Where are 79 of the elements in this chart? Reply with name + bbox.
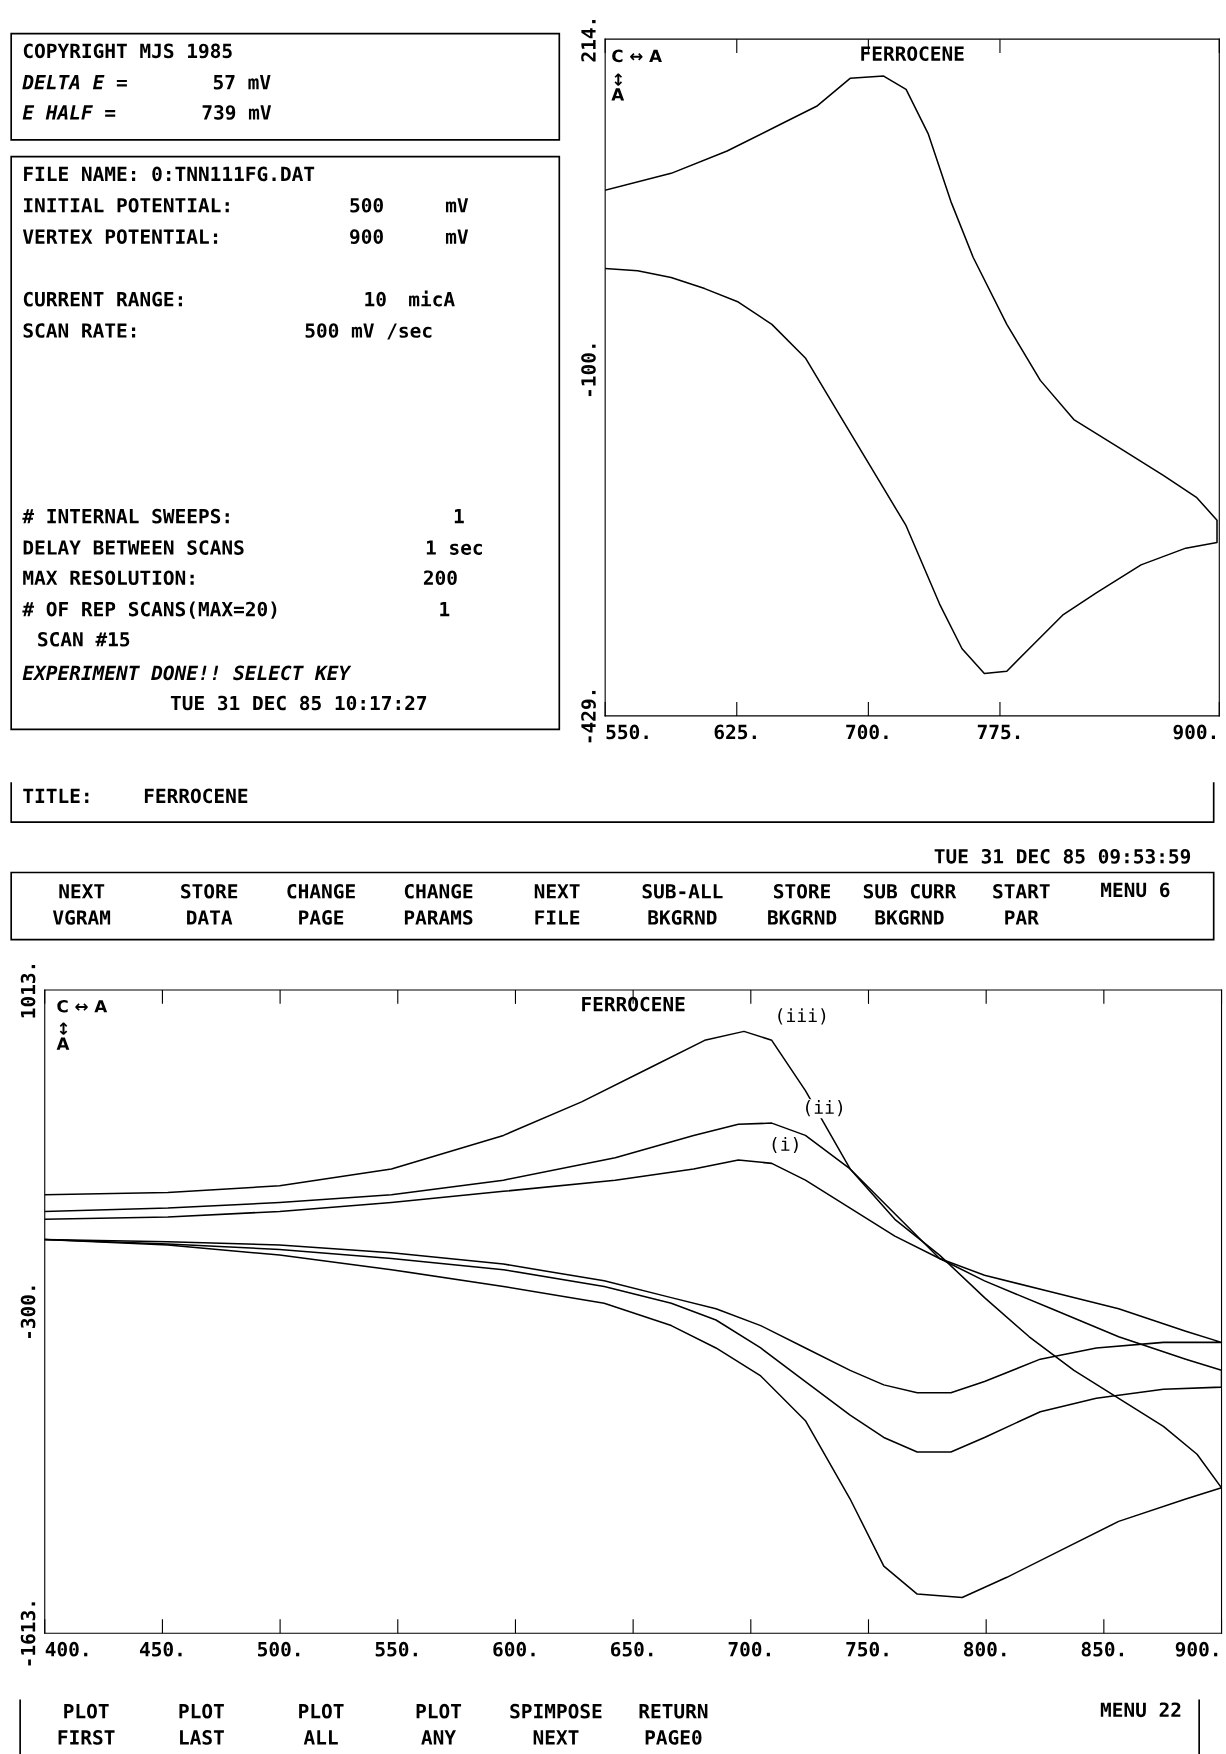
- x-tick-label: 850.: [1081, 1641, 1123, 1657]
- x-tick-label: 600.: [493, 1641, 535, 1657]
- text: EXPERIMENT DONE!! SELECT KEY: [22, 665, 352, 681]
- x-tick-label: 800.: [963, 1641, 1006, 1657]
- text: FILE NAME: 0:TNN111FG.DAT: [24, 166, 315, 182]
- annotation: C ↔ A: [57, 999, 108, 1013]
- y-tick-label: -100.: [581, 344, 596, 397]
- x-tick-label: 625.: [714, 724, 756, 740]
- text: SUB CURR BKGRND: [863, 883, 957, 925]
- x-tick-label: 700.: [846, 724, 888, 740]
- y-tick-label: -429.: [581, 690, 596, 743]
- y-tick-label: 214.: [581, 20, 596, 62]
- text: 739 mV: [202, 105, 272, 120]
- series-label: (iii): [778, 1008, 826, 1025]
- y-tick-label: 1013.: [20, 964, 36, 1018]
- text: NEXT VGRAM: [52, 884, 111, 925]
- x-tick-label: 900.: [1173, 724, 1216, 740]
- text: SUB-ALL BKGRND: [642, 883, 723, 925]
- text: SCAN RATE:: [23, 323, 136, 338]
- y-tick-label: -300.: [20, 1286, 36, 1338]
- x-tick-label: 550.: [375, 1641, 417, 1657]
- series-label: (i): [772, 1136, 798, 1154]
- text: 1: [440, 601, 450, 617]
- text: DELAY BETWEEN SCANS: [23, 540, 244, 555]
- y-tick-label: -1613.: [20, 1602, 36, 1666]
- text: NEXT FILE: [534, 884, 580, 925]
- text: SCAN #15: [38, 631, 130, 647]
- series-label: (ii): [806, 1100, 843, 1117]
- annotation: ↕ A: [611, 73, 625, 101]
- chart-title: FERROCENE: [861, 46, 964, 61]
- text: PLOT ALL: [299, 1703, 344, 1745]
- text: # INTERNAL SWEEPS:: [22, 508, 229, 524]
- text: MAX RESOLUTION:: [23, 570, 194, 586]
- text: 500: [350, 197, 383, 213]
- text: TUE 31 DEC 85 10:17:27: [170, 695, 427, 711]
- text: 900: [350, 229, 383, 244]
- text: 1: [454, 509, 464, 524]
- x-tick-label: 750.: [846, 1641, 888, 1657]
- annotation: ↕ A: [56, 1022, 70, 1050]
- x-tick-label: 550.: [606, 724, 648, 740]
- text: 200: [423, 570, 457, 586]
- text: CURRENT RANGE:: [23, 291, 182, 307]
- text: 1 sec: [426, 540, 482, 555]
- x-tick-label: 400.: [45, 1641, 88, 1657]
- text: # OF REP SCANS(MAX=20): [22, 601, 277, 619]
- text: SPIMPOSE NEXT: [510, 1703, 602, 1745]
- text: COPYRIGHT MJS 1985: [23, 43, 232, 59]
- annotation: C ↔ A: [612, 49, 662, 63]
- x-tick-label: 450.: [139, 1641, 182, 1657]
- text: MENU 6: [1101, 882, 1170, 898]
- text: CHANGE PAGE: [287, 883, 355, 925]
- x-tick-label: 500.: [258, 1641, 300, 1657]
- text: MENU 22: [1100, 1702, 1181, 1718]
- text: RETURN PAGE0: [639, 1704, 708, 1745]
- text: STORE DATA: [181, 883, 238, 925]
- text: FERROCENE: [144, 788, 248, 804]
- text: STORE BKGRND: [768, 883, 837, 925]
- text: 57 mV: [213, 75, 271, 90]
- x-tick-label: 700.: [728, 1641, 770, 1657]
- text: TUE 31 DEC 85 09:53:59: [934, 848, 1191, 864]
- text: mV: [445, 229, 469, 244]
- text: PLOT LAST: [179, 1703, 224, 1745]
- text: E HALF =: [22, 105, 116, 120]
- text: START PAR: [993, 883, 1050, 925]
- text: mV: [445, 198, 469, 213]
- x-tick-label: 900.: [1175, 1641, 1218, 1657]
- text: TITLE:: [23, 788, 89, 803]
- text: DELTA E =: [22, 75, 127, 90]
- text: 10: [365, 291, 386, 307]
- text: micA: [409, 290, 455, 307]
- x-tick-label: 775.: [977, 724, 1020, 740]
- text: INITIAL POTENTIAL:: [24, 197, 229, 213]
- chart-title: FERROCENE: [582, 996, 685, 1012]
- text: CHANGE PARAMS: [404, 883, 473, 925]
- x-tick-label: 650.: [610, 1641, 653, 1657]
- text: PLOT ANY: [416, 1703, 462, 1745]
- text: 500 mV /sec: [305, 323, 432, 340]
- text: VERTEX POTENTIAL:: [22, 229, 218, 244]
- text: PLOT FIRST: [58, 1703, 115, 1745]
